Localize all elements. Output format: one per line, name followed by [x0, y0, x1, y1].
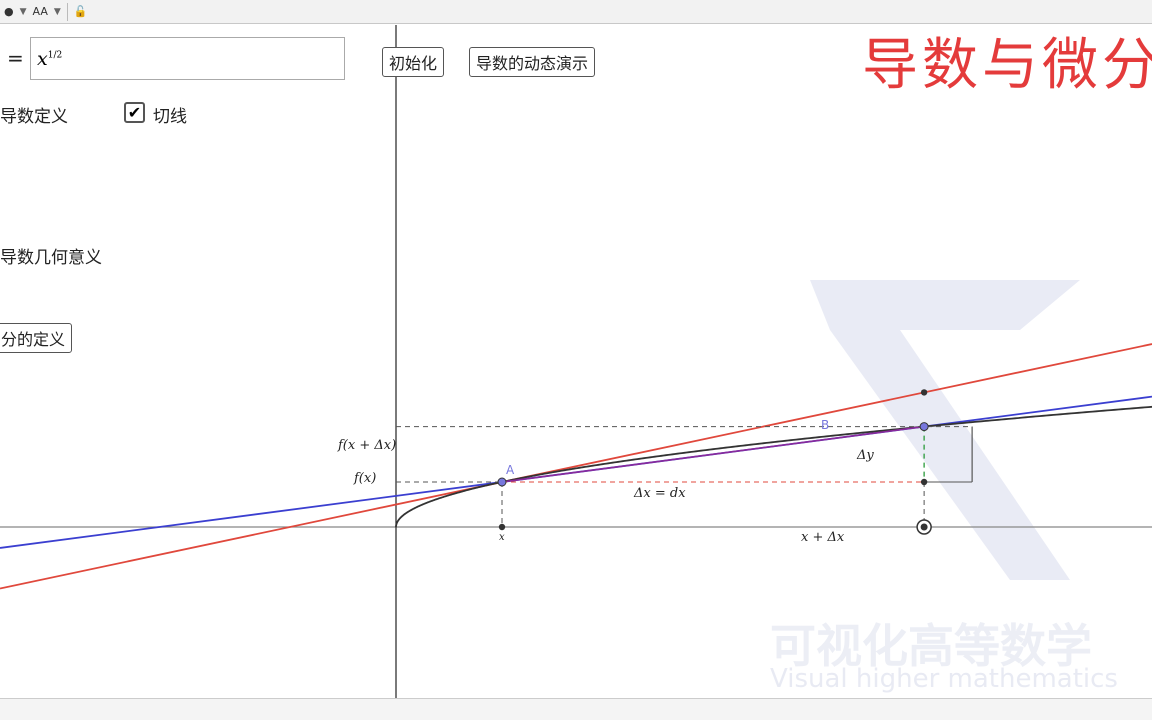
- label-fxdx: f(x + Δx): [338, 438, 397, 453]
- label-fx: f(x): [354, 471, 377, 486]
- text-size-button[interactable]: AA: [32, 5, 48, 18]
- checkbox-derivative-definition-label[interactable]: 导数定义: [0, 107, 68, 127]
- chord-ab: [501, 425, 925, 483]
- checkbox-tangent-label[interactable]: 切线: [153, 107, 187, 127]
- style-toolbar: ● ▼ AA ▼ 🔓: [0, 0, 1152, 24]
- unlock-icon[interactable]: 🔓: [73, 5, 88, 18]
- label-dy: Δy: [857, 448, 874, 463]
- geometric-meaning-label[interactable]: 导数几何意义: [0, 248, 102, 268]
- point-b-label: B: [821, 418, 830, 432]
- point-b: [919, 422, 929, 432]
- watermark-en: Visual higher mathematics: [770, 664, 1118, 694]
- demo-button[interactable]: 导数的动态演示: [469, 47, 596, 77]
- page-title: 导数与微分: [862, 33, 1152, 98]
- watermark-cn: 可视化高等数学: [770, 619, 1092, 673]
- dot-icon[interactable]: ●: [4, 5, 14, 18]
- tangent-line: [0, 343, 1152, 590]
- label-xdx: x + Δx: [801, 530, 845, 545]
- divider: [66, 2, 68, 21]
- slider-point: [920, 523, 928, 531]
- point: [920, 478, 928, 486]
- init-button[interactable]: 初始化: [382, 47, 445, 77]
- differential-definition-button[interactable]: 分的定义: [0, 323, 73, 353]
- point-a: [497, 477, 507, 487]
- label-x: x: [499, 532, 505, 543]
- graphics-view[interactable]: [0, 25, 1152, 698]
- equals-sign: =: [7, 46, 24, 70]
- function-input[interactable]: x1/2: [30, 37, 345, 80]
- tangent-checkbox[interactable]: ✔: [124, 102, 145, 123]
- dropdown-arrow-icon[interactable]: ▼: [19, 6, 27, 17]
- bottom-bar: [0, 698, 1152, 720]
- dropdown-arrow-icon[interactable]: ▼: [53, 6, 61, 17]
- unicode-logo-watermark: [810, 280, 1080, 580]
- label-dx-eq: Δx = dx: [634, 486, 686, 501]
- point-a-label: A: [506, 463, 515, 477]
- point: [498, 523, 506, 531]
- point: [920, 389, 928, 396]
